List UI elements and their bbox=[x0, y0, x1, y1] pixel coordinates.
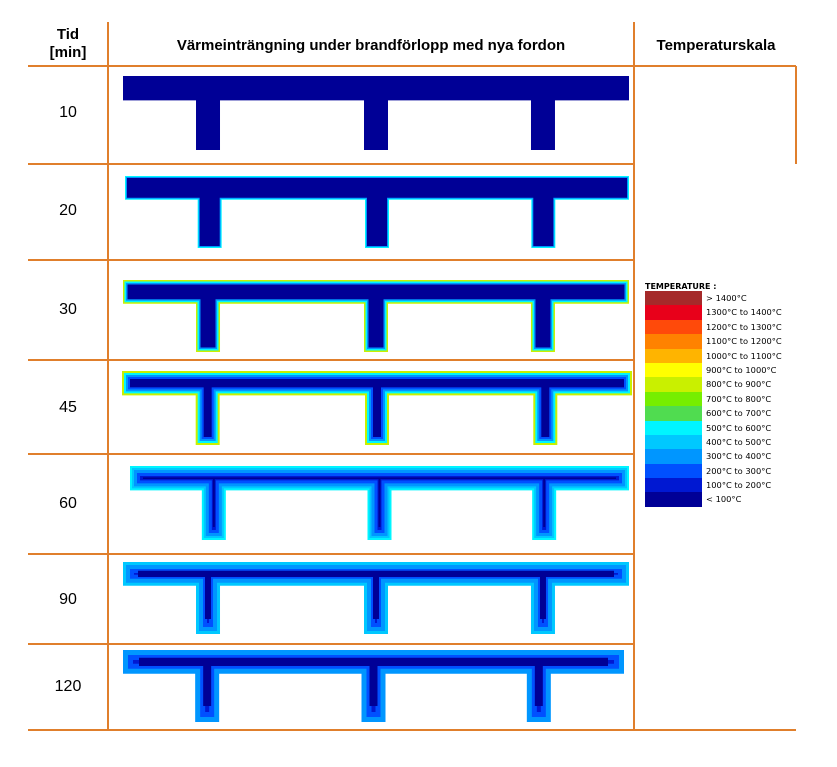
scale-column-right-edge bbox=[795, 66, 797, 164]
time-label: 90 bbox=[59, 591, 77, 608]
row-divider bbox=[28, 643, 634, 645]
temperature-zone bbox=[130, 379, 624, 437]
legend-label: 1200°C to 1300°C bbox=[706, 321, 782, 332]
temperature-zone bbox=[138, 570, 614, 619]
legend-label: 300°C to 400°C bbox=[706, 451, 772, 462]
legend-swatch bbox=[645, 478, 702, 493]
legend-row: 500°C to 600°C bbox=[645, 420, 771, 435]
temperature-zone bbox=[123, 76, 629, 150]
legend-swatch bbox=[645, 406, 702, 421]
legend-swatch bbox=[645, 348, 702, 363]
legend-label: 600°C to 700°C bbox=[706, 408, 772, 419]
legend-swatch bbox=[645, 334, 702, 349]
legend-label: > 1400°C bbox=[706, 293, 747, 303]
heat-section-120min bbox=[123, 650, 624, 722]
heat-section-90min bbox=[123, 562, 629, 634]
legend-title: TEMPERATURE : bbox=[645, 282, 717, 291]
legend-row: 900°C to 1000°C bbox=[645, 362, 776, 378]
legend-label: 1100°C to 1200°C bbox=[706, 336, 782, 347]
legend-swatch bbox=[645, 291, 702, 306]
legend-swatch bbox=[645, 305, 702, 320]
row-divider bbox=[28, 553, 634, 555]
legend-row: < 100°C bbox=[645, 492, 741, 507]
row-divider bbox=[28, 359, 634, 361]
heat-section-60min bbox=[130, 466, 629, 540]
time-label: 10 bbox=[59, 104, 77, 121]
legend-swatch bbox=[645, 449, 702, 464]
legend-row: 1300°C to 1400°C bbox=[645, 305, 782, 320]
legend-swatch bbox=[645, 377, 702, 392]
legend-swatch bbox=[645, 434, 702, 450]
legend-row: 1000°C to 1100°C bbox=[645, 348, 782, 363]
time-label: 60 bbox=[59, 495, 77, 512]
column-divider-right bbox=[633, 22, 635, 730]
heat-section-30min bbox=[123, 280, 629, 352]
column-divider-left bbox=[107, 22, 109, 730]
legend-swatch bbox=[645, 391, 702, 407]
time-label: 30 bbox=[59, 301, 77, 318]
row-divider bbox=[28, 453, 634, 455]
legend-row: 700°C to 800°C bbox=[645, 391, 771, 407]
legend-swatch bbox=[645, 319, 702, 335]
legend-row: 100°C to 200°C bbox=[645, 478, 771, 493]
temperature-zone bbox=[127, 178, 627, 246]
row-divider bbox=[28, 259, 634, 261]
header-bottom-rule bbox=[28, 65, 796, 67]
legend-row: 400°C to 500°C bbox=[645, 434, 771, 450]
heat-section-20min bbox=[125, 176, 629, 248]
temperature-zone bbox=[139, 657, 608, 706]
scale-column-header: Temperaturskala bbox=[656, 37, 776, 54]
legend-swatch bbox=[645, 492, 702, 507]
legend-swatch bbox=[645, 420, 702, 435]
main-column-header: Värmeinträngning under brandförlopp med … bbox=[176, 37, 566, 54]
heat-section-10min bbox=[123, 76, 629, 150]
time-column-header: Tid [min] bbox=[28, 26, 108, 62]
temperature-zone bbox=[143, 477, 616, 527]
legend-label: 400°C to 500°C bbox=[706, 436, 772, 447]
time-label: 20 bbox=[59, 202, 77, 219]
temperature-legend: TEMPERATURE : > 1400°C 1300°C to 1400°C 12… bbox=[645, 282, 782, 507]
legend-label: 1300°C to 1400°C bbox=[706, 307, 782, 318]
legend-swatch bbox=[645, 463, 702, 479]
table-bottom-rule bbox=[28, 729, 796, 731]
legend-label: 1000°C to 1100°C bbox=[706, 350, 782, 361]
temperature-zone bbox=[127, 284, 625, 348]
legend-label: 900°C to 1000°C bbox=[706, 364, 777, 375]
row-divider bbox=[28, 163, 634, 165]
heat-section-45min bbox=[122, 371, 632, 445]
legend-label: 800°C to 900°C bbox=[706, 379, 772, 390]
legend-row: 300°C to 400°C bbox=[645, 449, 771, 464]
legend-label: 700°C to 800°C bbox=[706, 393, 772, 404]
legend-items: > 1400°C 1300°C to 1400°C 1200°C to 1300°C… bbox=[645, 291, 782, 507]
legend-row: > 1400°C bbox=[645, 291, 747, 306]
time-header-label: Tid bbox=[56, 26, 80, 43]
legend-label: < 100°C bbox=[706, 494, 742, 505]
legend-label: 100°C to 200°C bbox=[706, 480, 772, 491]
legend-row: 800°C to 900°C bbox=[645, 377, 771, 392]
legend-row: 1200°C to 1300°C bbox=[645, 319, 782, 335]
legend-row: 1100°C to 1200°C bbox=[645, 334, 782, 349]
legend-swatch bbox=[645, 362, 702, 378]
time-label: 45 bbox=[59, 399, 77, 416]
time-header-unit: [min] bbox=[49, 44, 87, 61]
legend-row: 200°C to 300°C bbox=[645, 463, 771, 479]
legend-label: 500°C to 600°C bbox=[706, 422, 772, 433]
time-label: 120 bbox=[54, 678, 82, 695]
legend-row: 600°C to 700°C bbox=[645, 406, 771, 421]
legend-label: 200°C to 300°C bbox=[706, 465, 772, 476]
